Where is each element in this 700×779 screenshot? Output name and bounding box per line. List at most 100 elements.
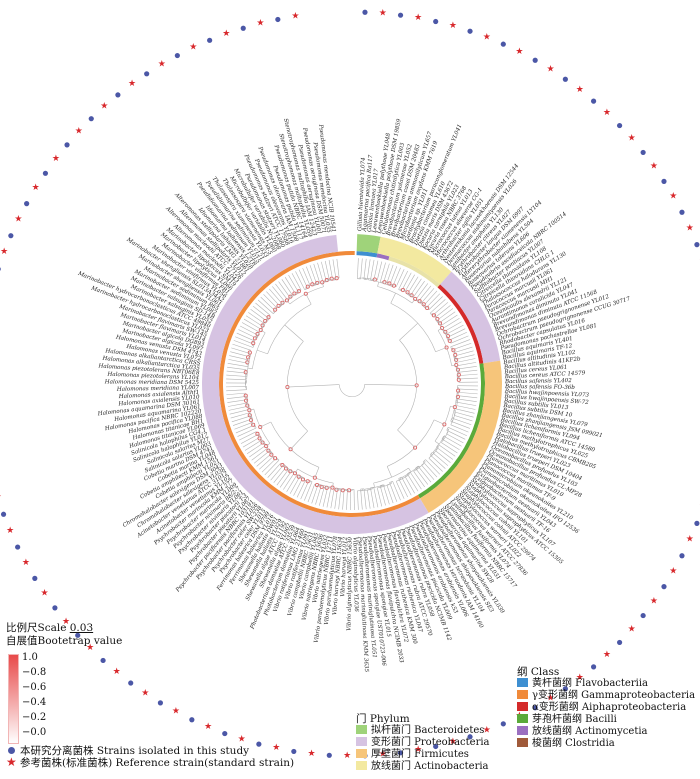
branch-line: [235, 336, 255, 345]
strain-dot: [15, 544, 21, 550]
color-swatch: [356, 737, 367, 746]
leaf-label: Bacillus safensis YL402: [504, 378, 572, 385]
bootstrap-gradient-bar: [8, 654, 19, 744]
branch-line: [265, 320, 267, 323]
branch-arc: [396, 478, 401, 482]
branch-line: [226, 392, 246, 396]
branch-line: [454, 354, 475, 360]
class-item: α变形菌纲 Aiphaproteobacteria: [517, 702, 695, 714]
branch-line: [360, 489, 363, 510]
branch-line: [309, 265, 318, 285]
branch-line: [415, 283, 429, 300]
reference-star: ★: [546, 694, 554, 704]
branch-line: [415, 468, 429, 485]
branch-line: [411, 298, 416, 304]
branch-line: [451, 416, 454, 419]
reference-star: ★: [686, 535, 694, 545]
branch-line: [441, 442, 458, 454]
strain-dot: [32, 575, 38, 581]
branch-line: [257, 299, 274, 314]
reference-label: 参考菌株(标准菌株) Reference strain(standard str…: [20, 757, 295, 769]
class-color-ring: [219, 251, 486, 517]
scale-label: 比例尺Scale: [6, 622, 67, 634]
branch-line: [404, 476, 415, 494]
leaf-label: Halomonas meridiana YL007: [116, 385, 200, 393]
reference-star: ★: [86, 643, 94, 653]
outer-symbol-ring: ★ ★ ★ ★ ★ ★ ★ ★ ★ ★ ★ ★ ★ ★ ★ ★ ★ ★ ★ ★ ★ ★ ★ ★ ★ ★ ★ ★ ★ ★ ★ ★ ★ ★ ★ ★ ★ ★ ★ ★…: [0, 8, 700, 761]
color-swatch: [517, 738, 528, 747]
branch-line: [447, 338, 449, 340]
branch-arc: [450, 417, 453, 422]
phylum-legend: 门 Phylum 拟杆菌门 Bacteroidetes 变形菌门 Proteob…: [356, 713, 490, 773]
branch-line: [456, 398, 477, 403]
branch-line: [260, 421, 271, 428]
branch-line: [450, 335, 469, 344]
branch-arc: [386, 483, 392, 486]
branch-line: [417, 285, 432, 303]
branch-line: [383, 484, 390, 505]
class-item-label: 黄杆菌纲 Flavobacteriia: [532, 678, 648, 689]
class-legend-title: 纲 Class: [517, 666, 560, 678]
leaf-label: Vibrio harveyi YL012: [340, 536, 349, 596]
reference-star: ★: [256, 18, 264, 28]
branch-line: [373, 487, 379, 508]
branch-line: [435, 347, 447, 353]
branch-line: [456, 358, 476, 363]
branch-line: [413, 471, 425, 488]
branch-arc: [430, 448, 438, 457]
color-swatch: [356, 725, 367, 734]
class-segment: [376, 253, 390, 261]
branch-line: [256, 349, 268, 355]
branch-line: [435, 450, 451, 463]
branch-line: [417, 465, 432, 483]
leaf-label: Bacillus hwajinpoensis YL073: [504, 389, 590, 399]
branch-line: [279, 470, 293, 488]
bootstrap-node: [453, 352, 458, 358]
branch-line: [246, 442, 265, 455]
reference-star: ★: [379, 750, 387, 760]
strain-dot: [661, 178, 667, 184]
branch-line: [443, 321, 462, 333]
leaf-label: Halomonas axialensis Althf1: [118, 390, 200, 400]
branch-line: [441, 438, 460, 450]
branch-line: [287, 384, 340, 388]
branch-line: [456, 365, 477, 370]
branch-line: [296, 292, 298, 294]
strain-dot: [64, 142, 70, 148]
branch-line: [276, 458, 279, 461]
branch-line: [227, 402, 247, 407]
reference-star: ★: [483, 726, 491, 736]
branch-line: [395, 269, 405, 287]
reference-star: ★: [343, 751, 351, 761]
branch-arc: [379, 484, 390, 488]
phylum-item-label: 放线菌门 Actinobacteria: [371, 761, 489, 772]
strain-dot: [256, 741, 262, 747]
phylum-item: 拟杆菌门 Bacteroidetes: [356, 725, 490, 737]
isolated-row: 本研究分离菌株 Strains isolated in this study: [6, 744, 294, 757]
strain-dot: [532, 57, 538, 63]
branch-line: [436, 446, 454, 460]
strain-dot: [532, 705, 538, 711]
branch-line: [260, 329, 266, 333]
strain-dot: [562, 686, 568, 692]
class-item: 梭菌纲 Clostridia: [517, 738, 695, 750]
branch-line: [305, 287, 307, 290]
branch-line: [300, 480, 310, 500]
branch-line: [437, 327, 443, 331]
strain-dot: [24, 201, 30, 207]
reference-star: ★: [414, 13, 422, 23]
branch-line: [321, 261, 327, 282]
strain-dot: [326, 752, 332, 758]
branch-line: [390, 292, 396, 304]
strain-dot: [88, 116, 94, 122]
isolated-label: 本研究分离菌株 Strains isolated in this study: [20, 745, 250, 757]
branch-line: [275, 283, 289, 301]
branch-line: [248, 312, 265, 324]
bootstrap-node: [273, 307, 278, 312]
branch-line: [332, 482, 334, 488]
branch-arc: [370, 486, 374, 489]
bootstrap-node: [447, 338, 452, 343]
branch-arc: [436, 444, 439, 448]
branch-line: [438, 311, 456, 324]
